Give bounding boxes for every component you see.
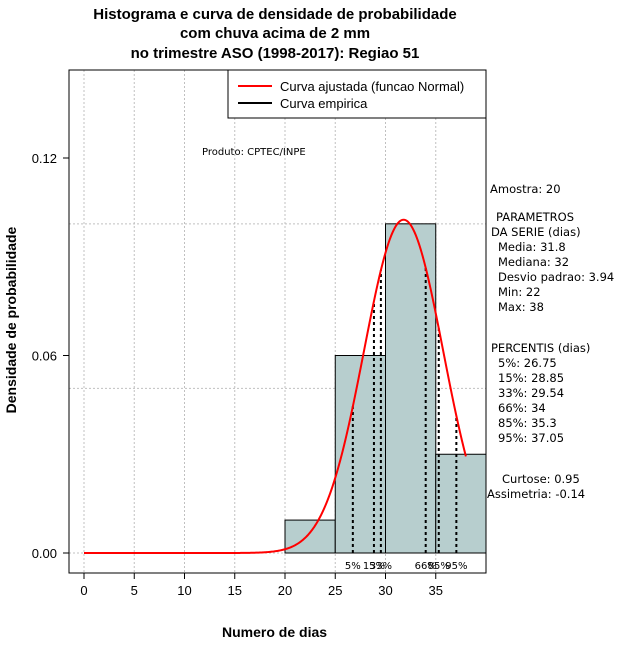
percentis-title: PERCENTIS (dias) <box>491 341 591 355</box>
x-tick-label: 0 <box>80 583 87 598</box>
x-tick-label: 25 <box>328 583 342 598</box>
percentile-label: 85% <box>428 561 450 572</box>
legend: Curva ajustada (funcao Normal) Curva empi… <box>227 69 487 119</box>
perc-33: 33%: 29.54 <box>498 386 565 400</box>
y-tick-label: 0.00 <box>32 546 57 561</box>
chart-title-line-1: Histograma e curva de densidade de proba… <box>93 6 457 23</box>
param-median: Mediana: 32 <box>498 255 570 269</box>
perc-5: 5%: 26.75 <box>498 356 557 370</box>
param-min: Min: 22 <box>498 285 541 299</box>
x-axis-title: Numero de dias <box>222 624 328 640</box>
histogram-bar <box>385 223 437 554</box>
sample-size: Amostra: 20 <box>490 182 561 196</box>
perc-95: 95%: 37.05 <box>498 431 565 445</box>
percentis-list: 5%: 26.75 15%: 28.85 33%: 29.54 66%: 34 … <box>498 356 564 446</box>
chart-title-line-3: no trimestre ASO (1998-2017): Regiao 51 <box>130 45 420 62</box>
y-tick-label: 0.06 <box>32 349 57 364</box>
x-tick-label: 30 <box>378 583 392 598</box>
histogram-bar <box>334 355 386 554</box>
chart-title-line-2: com chuva acima de 2 mm <box>179 25 371 42</box>
axis-layer: 0 5 10 15 20 25 30 35 0.00 0.06 0.12 <box>32 151 443 598</box>
x-tick-label: 35 <box>429 583 443 598</box>
params-title-2: DA SERIE (dias) <box>491 225 581 239</box>
legend-label: Curva ajustada (funcao Normal) <box>280 79 464 94</box>
y-tick-label: 0.12 <box>32 151 57 166</box>
x-tick-label: 10 <box>177 583 191 598</box>
x-tick-label: 5 <box>131 583 138 598</box>
kurtosis: Curtose: 0.95 <box>502 472 580 486</box>
perc-66: 66%: 34 <box>498 401 546 415</box>
bars-layer <box>284 223 487 554</box>
product-annotation: Produto: CPTEC/INPE <box>202 147 306 158</box>
params-title-1: PARAMETROS <box>496 210 575 224</box>
percentile-label: 95% <box>445 561 467 572</box>
curve-layer <box>84 218 467 554</box>
param-max: Max: 38 <box>498 300 544 314</box>
y-axis-title: Densidade de probabilidade <box>3 226 19 414</box>
histogram-bar <box>435 453 487 554</box>
legend-label: Curva empirica <box>280 96 368 111</box>
perc-85: 85%: 35.3 <box>498 416 557 430</box>
x-tick-label: 15 <box>228 583 242 598</box>
histogram-bar <box>284 519 336 554</box>
legend-box <box>227 69 487 119</box>
percentile-label: 66% <box>415 561 437 572</box>
skewness: Assimetria: -0.14 <box>487 487 586 501</box>
percentile-label: 5% <box>345 561 361 572</box>
params-list: Media: 31.8 Mediana: 32 Desvio padrao: 3… <box>498 240 614 315</box>
fitted-normal-curve <box>84 218 467 554</box>
perc-15: 15%: 28.85 <box>498 371 565 385</box>
percentile-lines-layer: 5% 15%33% 66%85%95% <box>345 267 467 572</box>
param-sd: Desvio padrao: 3.94 <box>498 270 615 284</box>
x-tick-label: 20 <box>278 583 292 598</box>
param-mean: Media: 31.8 <box>498 240 566 254</box>
percentile-label: 33% <box>370 561 392 572</box>
percentile-label: 15% <box>363 561 385 572</box>
